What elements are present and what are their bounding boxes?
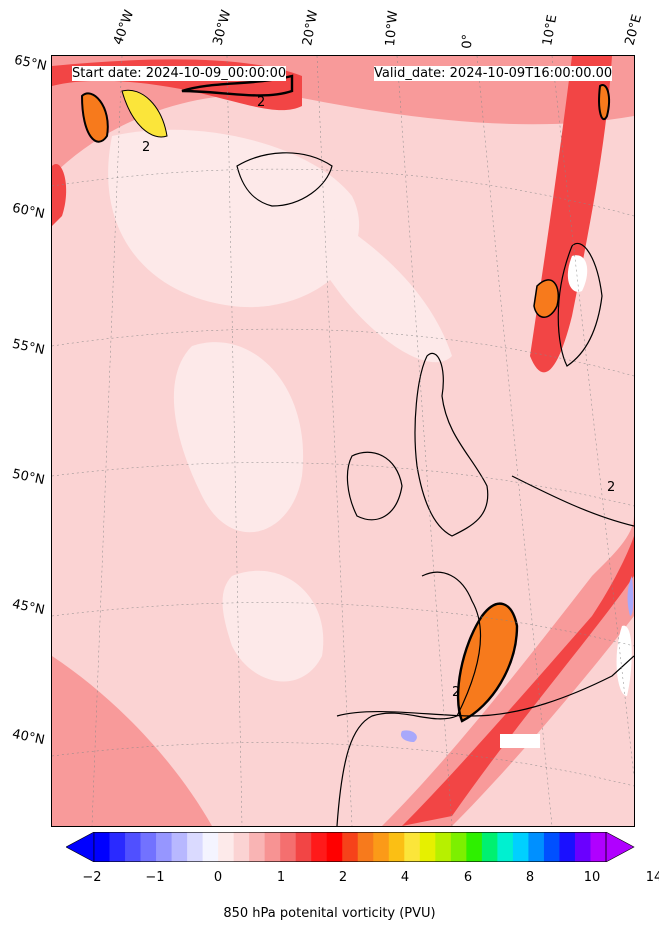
colorbar-tick: 8: [525, 870, 535, 885]
pv-low-region: [303, 206, 452, 363]
lon-label-40w: 40°W: [110, 8, 138, 47]
colorbar-segment: [481, 832, 498, 862]
colorbar-segment: [435, 832, 452, 862]
colorbar-segment: [233, 832, 250, 862]
colorbar-segment: [590, 832, 607, 862]
colorbar-extend-max: [605, 832, 635, 862]
contour-label: 2: [607, 480, 615, 495]
pv-band-southeast: [382, 516, 634, 826]
colorbar-segment: [450, 832, 467, 862]
coast-mediterranean: [336, 655, 634, 717]
pv-core-greenland: [80, 92, 109, 143]
coast-ireland: [346, 451, 403, 521]
colorbar-segment: [466, 832, 483, 862]
lat-label-55n: 55°N: [10, 336, 46, 359]
colorbar-segment: [574, 832, 591, 862]
colorbar-segment: [218, 832, 235, 862]
colorbar-segment: [311, 832, 328, 862]
colorbar-segment: [528, 832, 545, 862]
colorbar-segment: [419, 832, 436, 862]
colorbar-segment: [357, 832, 374, 862]
valid-date-label: Valid_date: 2024-10-09T16:00:00.00: [374, 66, 613, 81]
coast-europe-north: [511, 475, 634, 527]
contour-label: 2: [452, 685, 460, 700]
colorbar-label: 850 hPa potenital vorticity (PVU): [223, 906, 436, 921]
lat-label-45n: 45°N: [10, 596, 46, 619]
start-date-label: Start date: 2024-10-09_00:00:00: [72, 66, 287, 81]
colorbar-segment: [249, 832, 266, 862]
lon-label-10w: 10°W: [383, 9, 402, 47]
pv-null-spain: [500, 734, 540, 748]
colorbar-segment: [373, 832, 390, 862]
coast-iceland: [236, 152, 333, 207]
colorbar-segment: [140, 832, 157, 862]
pv-core-north-norway: [598, 84, 610, 121]
lon-label-20e: 20°E: [622, 12, 646, 48]
colorbar-tick: −2: [82, 870, 102, 885]
colorbar-segment: [543, 832, 560, 862]
pv-band-southwest: [52, 656, 212, 826]
lon-label-0: 0°: [460, 33, 476, 49]
lat-label-60n: 60°N: [10, 200, 46, 223]
colorbar-tick: 10: [583, 870, 601, 885]
pv-negative-patch: [400, 730, 417, 742]
pv-negative-patch: [627, 576, 634, 616]
colorbar-segment: [497, 832, 514, 862]
colorbar-segment: [264, 832, 281, 862]
colorbar-tick: 1: [276, 870, 286, 885]
colorbar-segment: [388, 832, 405, 862]
lon-label-10e: 10°E: [540, 13, 561, 47]
lat-label-50n: 50°N: [10, 466, 46, 489]
colorbar-segment: [280, 832, 297, 862]
pv-field-map: 2 2 2 2: [52, 56, 634, 826]
colorbar: [66, 832, 635, 862]
colorbar-segment: [187, 832, 204, 862]
colorbar-tick: 2: [338, 870, 348, 885]
colorbar-segment: [326, 832, 343, 862]
pv-contour-2: [181, 74, 294, 97]
colorbar-segment: [404, 832, 421, 862]
lon-label-20w: 20°W: [300, 9, 322, 48]
lat-label-65n: 65°N: [12, 52, 48, 75]
pv-core-norway: [533, 279, 559, 318]
pv-null-alps: [616, 625, 632, 696]
colorbar-segment: [559, 832, 576, 862]
colorbar-segment: [94, 832, 111, 862]
lat-label-40n: 40°N: [10, 726, 46, 749]
contour-label: 2: [142, 140, 150, 155]
pv-core-greenland-2: [121, 89, 168, 138]
pv-null-norway: [567, 255, 588, 292]
coast-great-britain: [414, 352, 489, 537]
lon-label-30w: 30°W: [210, 8, 235, 47]
colorbar-tick: −1: [145, 870, 165, 885]
colorbar-segment: [125, 832, 142, 862]
colorbar-tick: 4: [400, 870, 410, 885]
colorbar-segment: [295, 832, 312, 862]
pv-low-region: [222, 570, 324, 682]
coastlines: [236, 152, 634, 826]
colorbar-segment: [202, 832, 219, 862]
graticule: [52, 56, 634, 826]
pv-low-region: [108, 129, 360, 308]
contour-label: 2: [257, 95, 265, 110]
pv-low-region: [173, 342, 304, 533]
pv-front-west: [52, 164, 67, 226]
colorbar-extend-min: [66, 832, 95, 862]
colorbar-tick: 0: [213, 870, 223, 885]
colorbar-tick: 6: [463, 870, 473, 885]
colorbar-segment: [512, 832, 529, 862]
pv-core-biscay: [456, 602, 519, 723]
colorbar-segment: [342, 832, 359, 862]
coast-norway: [557, 243, 603, 367]
colorbar-segment: [109, 832, 126, 862]
colorbar-segment: [171, 832, 188, 862]
colorbar-segment: [156, 832, 173, 862]
colorbar-outline: [93, 832, 607, 862]
map-panel: 2 2 2 2: [51, 55, 635, 827]
colorbar-tick: 14: [645, 870, 659, 885]
